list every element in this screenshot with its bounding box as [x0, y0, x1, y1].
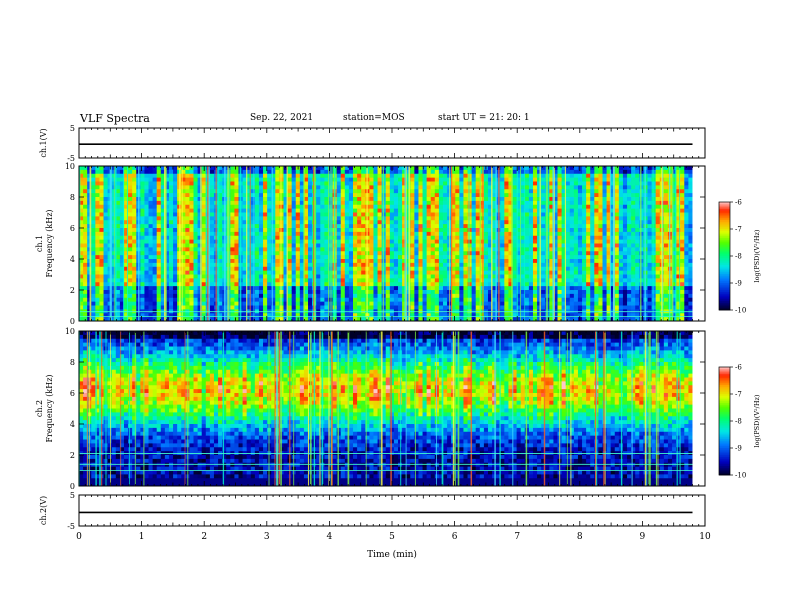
- y-tick-label: 2: [70, 451, 75, 460]
- y-axis-label: Frequency (kHz): [45, 374, 54, 442]
- colorbar-tick-label: -6: [735, 364, 742, 372]
- ch2-spectrogram-frame: 0 2 4 6 8 10 ch.2 Frequency (kHz): [35, 327, 706, 491]
- x-tick-label: 6: [452, 532, 458, 542]
- y-tick-label: 0: [70, 482, 75, 491]
- colorbar-tick-label: -10: [735, 307, 746, 315]
- colorbar-tick-label: -10: [735, 472, 746, 480]
- y-axis-label: ch.1: [35, 235, 44, 252]
- x-tick-label: 5: [389, 532, 395, 542]
- y-tick-label: -5: [67, 522, 75, 531]
- colorbar-tick-label: -7: [735, 391, 742, 399]
- y-tick-label: 5: [70, 124, 75, 133]
- ch1-spectrogram-colorbar: -6 -7 -8 -9 -10 log(PSD)(V²/Hz): [718, 199, 761, 315]
- x-tick-label: 2: [201, 532, 207, 542]
- colorbar-label: log(PSD)(V²/Hz): [753, 394, 761, 447]
- y-tick-label: 4: [70, 420, 75, 429]
- y-tick-label: 8: [70, 193, 75, 202]
- axes-layer: 5 -5 ch.1(V) -6 -7 -8 -9 -10 log(PSD)(V²/Hz) 0 2 4 6…: [35, 124, 761, 560]
- colorbar-tick-label: -7: [735, 226, 742, 234]
- ch1-waveform-frame: 5 -5 ch.1(V): [39, 124, 706, 163]
- y-axis-label: Frequency (kHz): [45, 209, 54, 277]
- x-tick-label: 0: [76, 532, 82, 542]
- y-axis-label: ch.1(V): [39, 128, 48, 157]
- colorbar-tick-label: -8: [735, 253, 742, 261]
- date-label: Sep. 22, 2021: [250, 113, 314, 123]
- chart-title: VLF Spectra: [80, 112, 150, 125]
- x-tick-label: 9: [640, 532, 646, 542]
- y-tick-label: -5: [67, 154, 75, 163]
- colorbar-tick-label: -9: [735, 280, 742, 288]
- ch2-waveform-frame: 5 -5 ch.2(V): [39, 491, 706, 531]
- x-tick-label: 8: [577, 532, 583, 542]
- ch1-spectrogram-frame: 0 2 4 6 8 10 ch.1 Frequency (kHz): [35, 162, 706, 326]
- x-tick-label: 7: [514, 532, 520, 542]
- y-tick-label: 2: [70, 286, 75, 295]
- plot-panels: [78, 143, 705, 514]
- y-tick-label: 6: [70, 389, 75, 398]
- colorbar-tick-label: -9: [735, 445, 742, 453]
- y-tick-label: 8: [70, 358, 75, 367]
- y-tick-label: 4: [70, 255, 75, 264]
- ch1-spectrogram-image: [79, 166, 705, 322]
- start-ut-label: start UT = 21: 20: 1: [438, 113, 530, 123]
- colorbar-label: log(PSD)(V²/Hz): [753, 229, 761, 282]
- x-tick-label: 1: [139, 532, 145, 542]
- y-tick-label: 6: [70, 224, 75, 233]
- y-tick-label: 10: [65, 162, 75, 171]
- x-axis-label: Time (min): [367, 549, 417, 560]
- x-tick-label: 4: [327, 532, 333, 542]
- y-axis-label: ch.2(V): [39, 496, 48, 525]
- x-tick-label: 3: [264, 532, 270, 542]
- colorbar-tick-label: -6: [735, 199, 742, 207]
- colorbar-tick-label: -8: [735, 418, 742, 426]
- y-tick-label: 0: [70, 317, 75, 326]
- y-tick-label: 10: [65, 327, 75, 336]
- ch2-spectrogram-colorbar: -6 -7 -8 -9 -10 log(PSD)(V²/Hz): [718, 364, 761, 480]
- station-label: station=MOS: [343, 113, 405, 123]
- y-tick-label: 5: [70, 491, 75, 500]
- y-axis-label: ch.2: [35, 400, 44, 417]
- ch2-spectrogram-image: [78, 331, 705, 487]
- x-tick-label: 10: [699, 532, 711, 542]
